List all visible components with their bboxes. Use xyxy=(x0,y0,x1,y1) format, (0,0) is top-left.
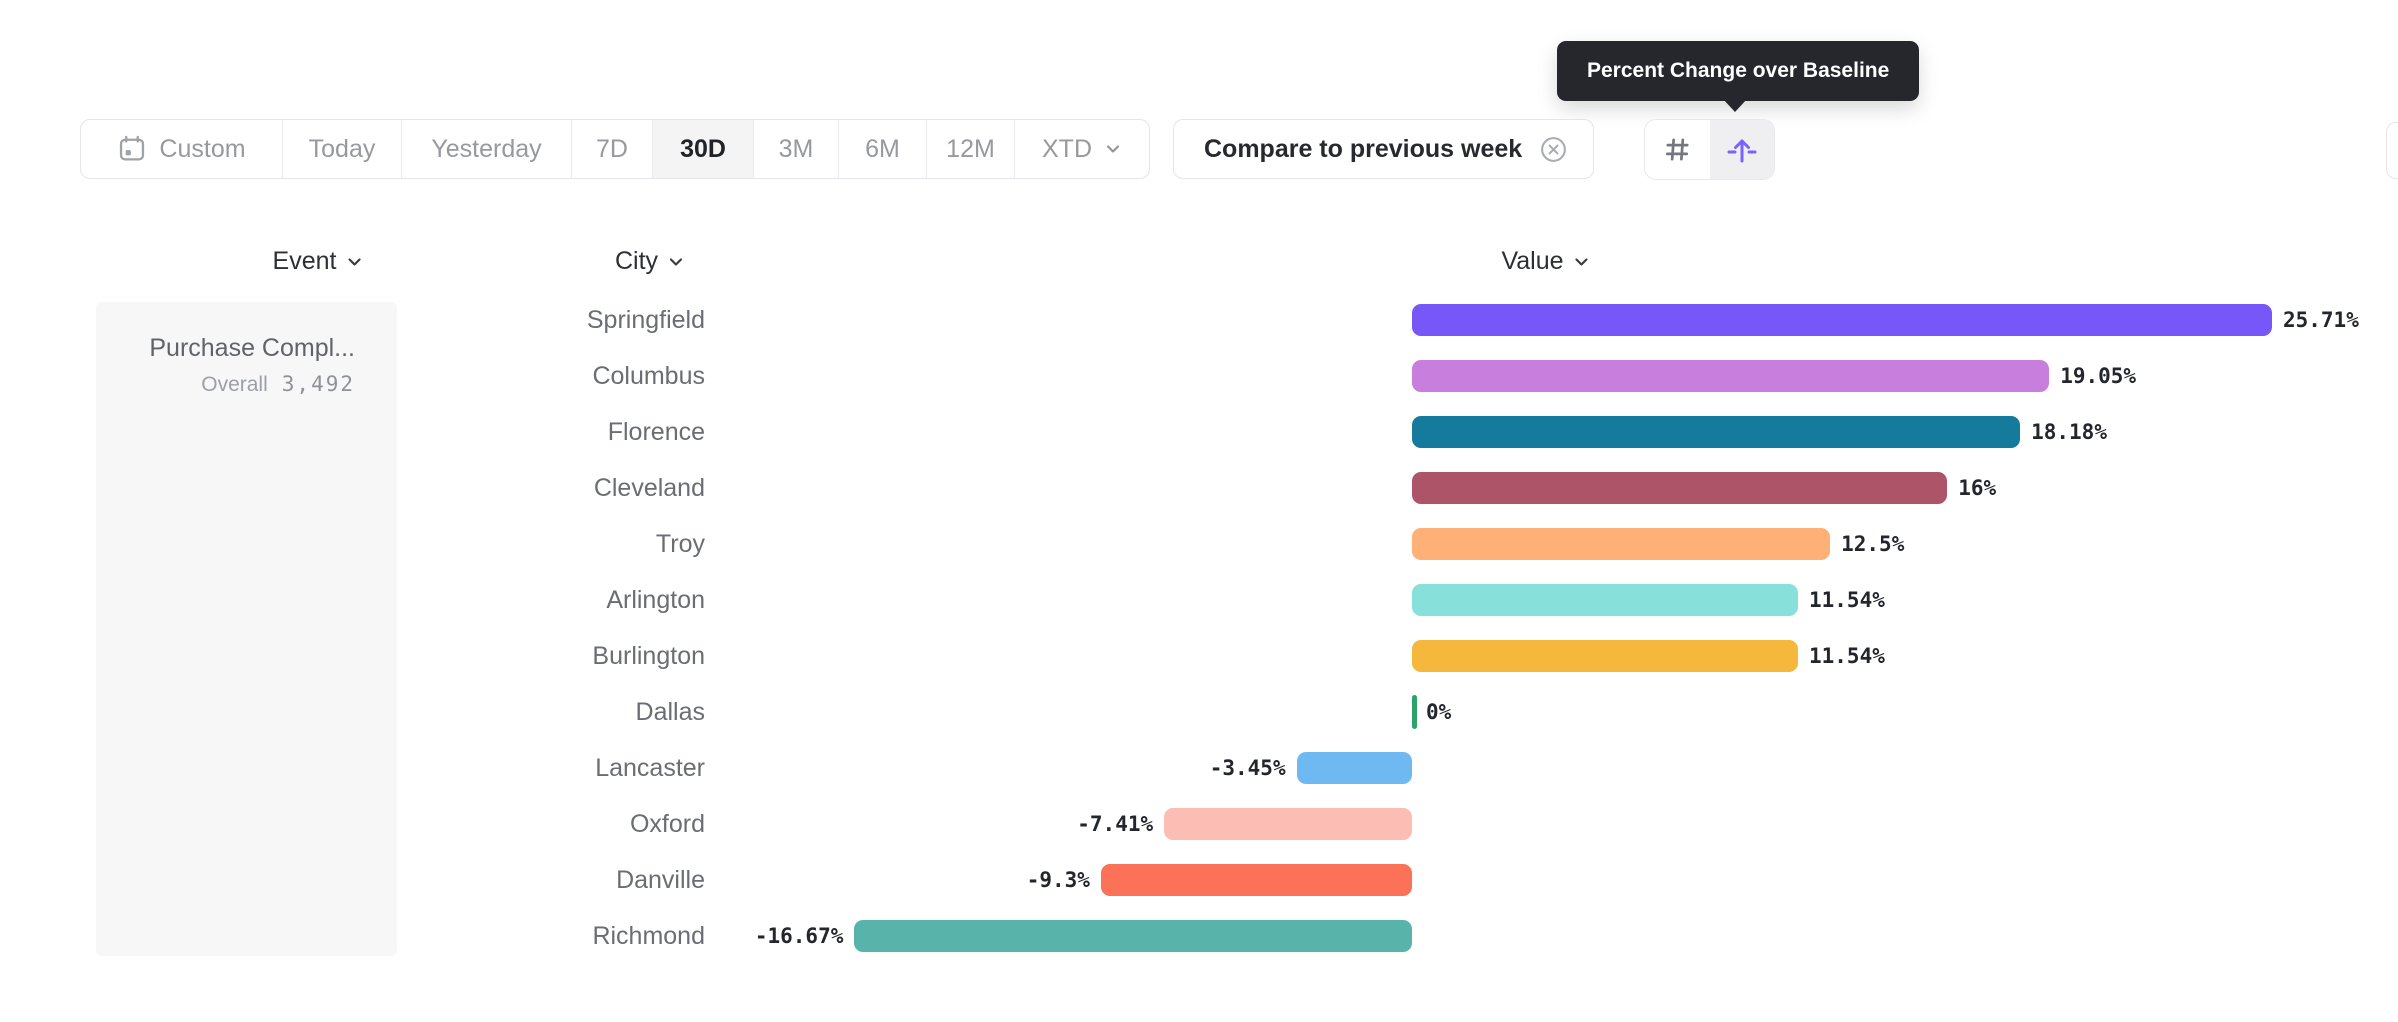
date-range-3m[interactable]: 3M xyxy=(754,120,839,178)
value-label: -9.3% xyxy=(1026,868,1090,892)
event-name: Purchase Compl... xyxy=(149,334,355,362)
city-label: Richmond xyxy=(592,922,705,950)
column-header-label: Event xyxy=(272,247,337,275)
event-overall-label: Overall xyxy=(201,373,268,396)
value-bar[interactable] xyxy=(1412,416,2021,448)
value-label: 11.54% xyxy=(1809,644,1885,668)
date-range-custom[interactable]: Custom xyxy=(81,120,283,178)
date-range-label: 6M xyxy=(865,134,900,163)
table-row: Oxford -7.41% xyxy=(0,796,2398,852)
value-bar[interactable] xyxy=(1296,752,1412,784)
value-label: 11.54% xyxy=(1809,588,1885,612)
value-bar[interactable] xyxy=(1100,864,1412,896)
chevron-down-icon xyxy=(1573,253,1591,271)
value-bar[interactable] xyxy=(1412,640,1798,672)
city-label: Burlington xyxy=(592,642,705,670)
compare-chip-label: Compare to previous week xyxy=(1204,134,1523,163)
city-label: Cleveland xyxy=(593,474,705,502)
city-label: Oxford xyxy=(629,810,705,838)
value-bar[interactable] xyxy=(854,920,1412,952)
bar-chart: Springfield 25.71% Columbus 19.05% Florence 1… xyxy=(0,292,2398,964)
chevron-down-icon xyxy=(345,253,363,271)
date-range-label: XTD xyxy=(1042,134,1092,163)
clipped-edge-button[interactable] xyxy=(2386,122,2398,179)
chevron-down-icon xyxy=(1104,140,1122,158)
date-range-12m[interactable]: 12M xyxy=(927,120,1015,178)
value-label: -16.67% xyxy=(754,924,844,948)
number-format-button[interactable] xyxy=(1645,120,1710,179)
event-overall: Overall 3,492 xyxy=(116,372,355,397)
table-row: Dallas 0% xyxy=(0,684,2398,740)
table-row: Danville -9.3% xyxy=(0,852,2398,908)
value-label: 25.71% xyxy=(2282,308,2359,332)
percent-change-button[interactable] xyxy=(1709,120,1774,179)
value-bar[interactable] xyxy=(1412,360,2050,392)
table-row: Columbus 19.05% xyxy=(0,348,2398,404)
date-range-label: 30D xyxy=(680,134,726,163)
city-label: Columbus xyxy=(592,362,705,390)
date-range-30d[interactable]: 30D xyxy=(653,120,754,178)
value-bar[interactable] xyxy=(1412,528,1831,560)
date-range-6m[interactable]: 6M xyxy=(839,120,927,178)
view-toggle-group xyxy=(1644,119,1775,180)
table-row: Lancaster -3.45% xyxy=(0,740,2398,796)
date-range-yesterday[interactable]: Yesterday xyxy=(402,120,572,178)
value-bar[interactable] xyxy=(1412,304,2272,336)
value-label: -3.45% xyxy=(1209,756,1286,780)
city-label: Troy xyxy=(655,530,705,558)
table-row: Arlington 11.54% xyxy=(0,572,2398,628)
table-row: Troy 12.5% xyxy=(0,516,2398,572)
baseline-arrow-icon xyxy=(1725,133,1759,167)
value-label: 18.18% xyxy=(2031,420,2107,444)
value-label: 19.05% xyxy=(2060,364,2137,388)
city-label: Danville xyxy=(616,866,705,894)
table-row: Burlington 11.54% xyxy=(0,628,2398,684)
table-row: Richmond -16.67% xyxy=(0,908,2398,964)
table-row: Florence 18.18% xyxy=(0,404,2398,460)
date-range-control: Custom Today Yesterday 7D 30D 3M 6M 12M … xyxy=(80,119,1150,179)
value-label: 12.5% xyxy=(1841,532,1905,556)
value-bar[interactable] xyxy=(1412,695,1417,729)
column-header-city[interactable]: City xyxy=(615,247,685,276)
value-bar[interactable] xyxy=(1412,472,1948,504)
chevron-down-icon xyxy=(667,253,685,271)
date-range-label: Custom xyxy=(159,134,246,163)
event-card[interactable]: Purchase Compl... Overall 3,492 xyxy=(96,302,397,956)
date-range-label: Today xyxy=(308,134,376,163)
value-label: -7.41% xyxy=(1077,812,1154,836)
date-range-label: Yesterday xyxy=(431,134,542,163)
column-header-value[interactable]: Value xyxy=(1501,247,1590,276)
calendar-icon xyxy=(117,134,147,164)
hash-icon xyxy=(1662,134,1693,165)
city-label: Arlington xyxy=(606,586,705,614)
table-row: Springfield 25.71% xyxy=(0,292,2398,348)
column-header-event[interactable]: Event xyxy=(273,247,364,276)
tooltip-text: Percent Change over Baseline xyxy=(1587,59,1890,82)
event-overall-value: 3,492 xyxy=(281,372,355,396)
value-label: 16% xyxy=(1958,476,1997,500)
city-label: Springfield xyxy=(586,306,705,334)
date-range-7d[interactable]: 7D xyxy=(572,120,653,178)
column-header-label: Value xyxy=(1501,247,1564,275)
compare-chip[interactable]: Compare to previous week xyxy=(1173,119,1595,179)
city-label: Lancaster xyxy=(595,754,705,782)
date-range-today[interactable]: Today xyxy=(283,120,402,178)
value-label: 0% xyxy=(1426,700,1452,724)
city-label: Dallas xyxy=(635,698,705,726)
value-bar[interactable] xyxy=(1164,808,1412,840)
column-header-label: City xyxy=(614,247,659,275)
date-range-xtd[interactable]: XTD xyxy=(1015,120,1149,178)
date-range-label: 3M xyxy=(778,134,814,163)
city-label: Florence xyxy=(607,418,705,446)
tooltip-percent-change: Percent Change over Baseline xyxy=(1557,41,1920,101)
value-bar[interactable] xyxy=(1412,584,1798,616)
circle-x-icon[interactable] xyxy=(1538,134,1569,165)
tooltip-caret xyxy=(1723,99,1747,112)
table-row: Cleveland 16% xyxy=(0,460,2398,516)
date-range-label: 12M xyxy=(946,134,995,163)
date-range-label: 7D xyxy=(596,134,628,163)
